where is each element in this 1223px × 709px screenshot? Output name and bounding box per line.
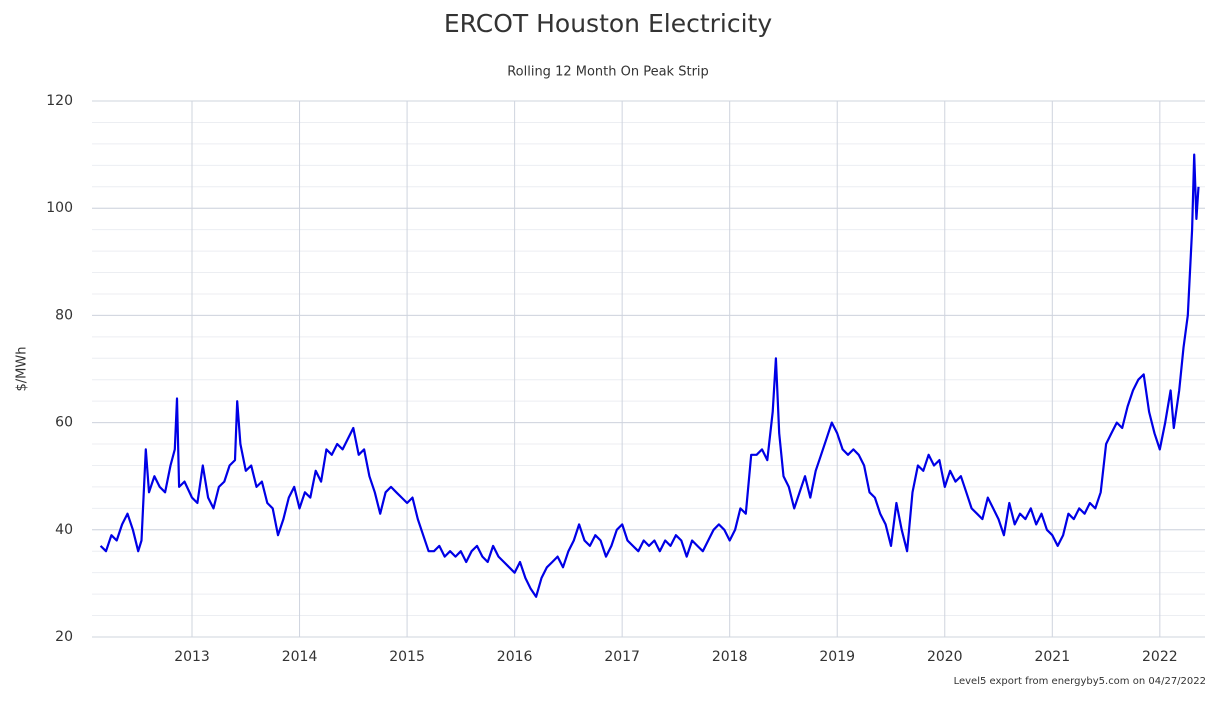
y-axis-label: $/MWh [15,347,30,392]
y-tick-label: 100 [46,200,73,216]
x-tick-label: 2018 [712,649,748,665]
footnote: Level5 export from energyby5.com on 04/2… [954,676,1206,687]
x-tick-label: 2022 [1142,649,1178,665]
x-tick-label: 2021 [1034,649,1070,665]
x-tick-label: 2019 [819,649,855,665]
x-tick-label: 2017 [604,649,640,665]
chart-title: ERCOT Houston Electricity [444,9,773,38]
line-series [99,153,1200,598]
chart-subtitle: Rolling 12 Month On Peak Strip [507,65,709,80]
y-tick-label: 60 [55,415,73,431]
x-tick-label: 2020 [927,649,963,665]
x-tick-label: 2015 [389,649,425,665]
x-tick-label: 2016 [497,649,533,665]
y-tick-label: 80 [55,307,73,323]
y-tick-label: 120 [46,93,73,109]
x-tick-label: 2013 [174,649,210,665]
y-tick-label: 20 [55,629,73,645]
y-tick-label: 40 [55,522,73,538]
x-tick-label: 2014 [282,649,318,665]
